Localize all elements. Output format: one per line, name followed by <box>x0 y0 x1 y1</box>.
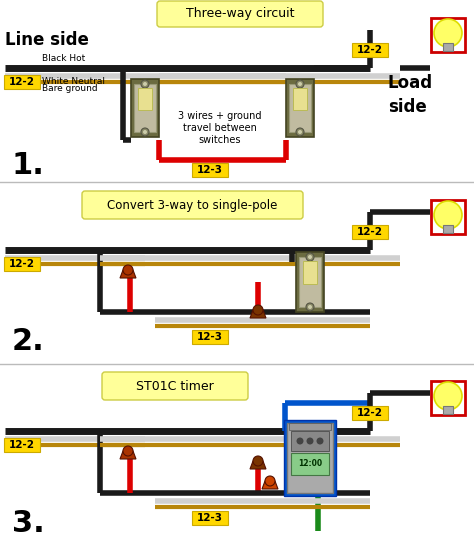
Bar <box>287 423 333 493</box>
FancyBboxPatch shape <box>157 1 323 27</box>
Circle shape <box>298 82 302 86</box>
Circle shape <box>265 476 275 486</box>
Text: 12-2: 12-2 <box>9 259 35 269</box>
Bar <box>4 257 40 271</box>
Circle shape <box>143 130 147 134</box>
Text: Three-way circuit: Three-way circuit <box>186 8 294 21</box>
Circle shape <box>308 255 312 259</box>
Bar <box>192 330 228 344</box>
Text: 12-2: 12-2 <box>9 77 35 87</box>
Bar <box>286 79 314 137</box>
Bar <box>131 79 159 137</box>
Text: 2.: 2. <box>12 328 45 356</box>
Circle shape <box>297 438 303 445</box>
Text: 12-3: 12-3 <box>197 513 223 523</box>
Circle shape <box>123 265 133 275</box>
Bar <box>352 225 388 239</box>
Circle shape <box>296 80 304 88</box>
Bar <box>431 381 465 415</box>
Text: 12-3: 12-3 <box>197 165 223 175</box>
Text: Bare ground: Bare ground <box>42 84 98 93</box>
Bar <box>289 84 311 132</box>
Bar <box>138 88 152 110</box>
Bar <box>431 18 465 52</box>
Circle shape <box>434 201 462 229</box>
Text: 3 wires + ground
travel between
switches: 3 wires + ground travel between switches <box>178 111 262 144</box>
Bar <box>134 84 156 132</box>
Bar <box>299 257 321 307</box>
FancyBboxPatch shape <box>82 191 303 219</box>
Bar <box>291 431 329 451</box>
Circle shape <box>298 130 302 134</box>
Bar <box>352 43 388 57</box>
Bar <box>431 200 465 234</box>
Circle shape <box>141 128 149 136</box>
Circle shape <box>306 253 314 261</box>
Polygon shape <box>250 310 266 318</box>
Text: 12-2: 12-2 <box>357 408 383 418</box>
Text: 12-2: 12-2 <box>357 45 383 55</box>
Circle shape <box>296 128 304 136</box>
Text: 12-2: 12-2 <box>357 227 383 237</box>
Circle shape <box>141 80 149 88</box>
Bar <box>296 252 324 312</box>
Polygon shape <box>120 451 136 459</box>
Text: 1.: 1. <box>12 150 45 179</box>
Text: 12-2: 12-2 <box>9 440 35 450</box>
Circle shape <box>307 438 313 445</box>
Bar <box>443 406 453 414</box>
Bar <box>291 453 329 475</box>
Bar <box>352 406 388 420</box>
Bar <box>4 438 40 452</box>
Polygon shape <box>262 481 278 489</box>
Polygon shape <box>250 461 266 469</box>
Bar <box>192 511 228 525</box>
Circle shape <box>308 305 312 309</box>
Text: Black Hot: Black Hot <box>42 54 85 63</box>
Circle shape <box>434 382 462 410</box>
Text: Convert 3-way to single-pole: Convert 3-way to single-pole <box>107 198 277 211</box>
Circle shape <box>143 82 147 86</box>
Text: 3.: 3. <box>12 508 45 537</box>
Bar <box>4 75 40 89</box>
Circle shape <box>317 438 323 445</box>
Text: ST01C timer: ST01C timer <box>136 379 214 392</box>
Bar <box>284 420 336 496</box>
Circle shape <box>123 446 133 456</box>
Bar <box>293 88 307 110</box>
Polygon shape <box>120 270 136 278</box>
Bar <box>443 43 453 51</box>
Bar <box>443 225 453 233</box>
Text: White Neutral: White Neutral <box>42 77 105 86</box>
Text: 12-3: 12-3 <box>197 332 223 342</box>
Bar <box>303 261 317 284</box>
Circle shape <box>253 305 263 315</box>
Bar <box>289 423 331 430</box>
Text: 12:00: 12:00 <box>298 459 322 469</box>
FancyBboxPatch shape <box>102 372 248 400</box>
Circle shape <box>253 456 263 466</box>
Bar <box>192 163 228 177</box>
Circle shape <box>306 303 314 311</box>
Text: Line side: Line side <box>5 31 89 49</box>
Text: Load
side: Load side <box>388 74 433 116</box>
Circle shape <box>434 19 462 47</box>
